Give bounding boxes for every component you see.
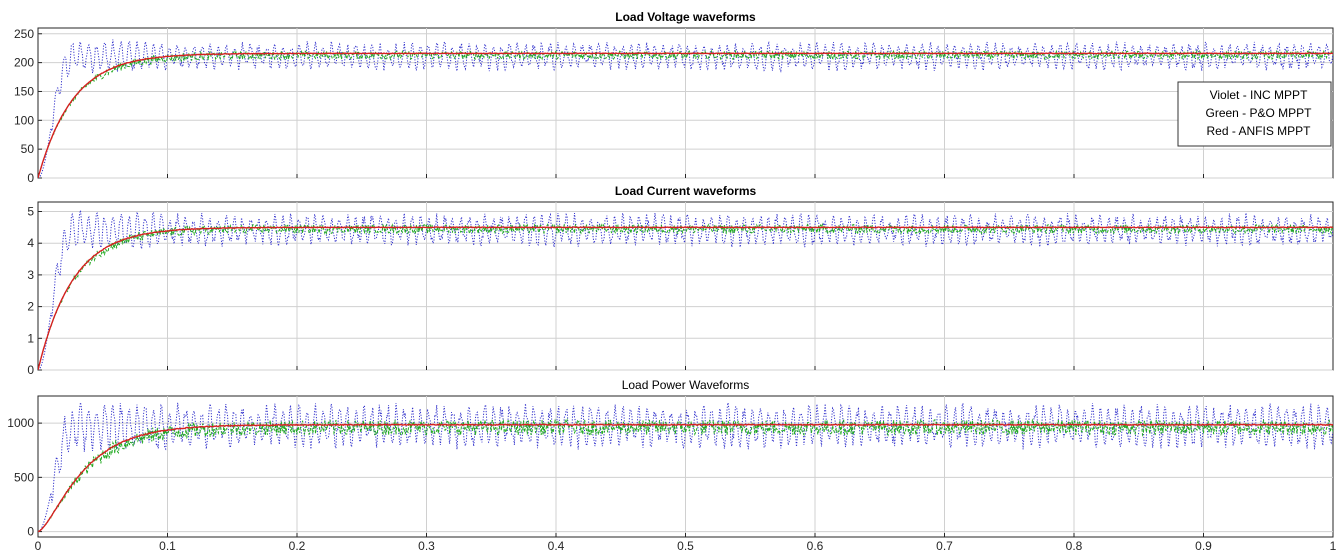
current-y-tick-label: 1 bbox=[27, 331, 34, 345]
legend-box bbox=[1177, 81, 1332, 147]
legend: Violet - INC MPPT Green - P&O MPPT Red - A… bbox=[1177, 81, 1332, 147]
current-y-tick-label: 5 bbox=[27, 205, 34, 219]
voltage-y-tick-label: 50 bbox=[21, 142, 35, 156]
power-series-inc-line bbox=[38, 402, 1333, 533]
voltage-y-tick-label: 150 bbox=[14, 84, 34, 98]
current-y-tick-label: 4 bbox=[27, 236, 34, 250]
current-chart-title: Load Current waveforms bbox=[615, 184, 757, 198]
power-x-tick-label: 0.9 bbox=[1195, 539, 1212, 553]
legend-entry: Red - ANFIS MPPT bbox=[1206, 124, 1311, 138]
power-y-tick-label: 0 bbox=[27, 525, 34, 539]
voltage-y-tick-label: 100 bbox=[14, 113, 34, 127]
power-x-tick-label: 0 bbox=[35, 539, 42, 553]
voltage-chart-title: Load Voltage waveforms bbox=[615, 10, 756, 24]
voltage-series-anfis-line bbox=[38, 52, 1333, 178]
power-x-tick-label: 0.4 bbox=[548, 539, 565, 553]
power-x-tick-label: 0.7 bbox=[936, 539, 953, 553]
power-y-tick-label: 1000 bbox=[7, 416, 34, 430]
voltage-y-tick-label: 250 bbox=[14, 27, 34, 41]
current-y-tick-label: 0 bbox=[27, 363, 34, 377]
power-chart-title: Load Power Waveforms bbox=[622, 378, 750, 392]
power-chart: 0 500 1000 0 0.1 0.2 0.3 0.4 0.5 0.6 0.7 0.8 0.9 1 Loa… bbox=[7, 378, 1336, 553]
current-chart: 0 1 2 3 4 5 Load Current waveforms bbox=[27, 184, 1334, 377]
power-x-tick-label: 0.1 bbox=[159, 539, 176, 553]
power-x-tick-label: 0.3 bbox=[418, 539, 435, 553]
legend-entry: Green - P&O MPPT bbox=[1205, 106, 1312, 120]
power-x-tick-label: 1 bbox=[1330, 539, 1337, 553]
power-series-po-line bbox=[38, 418, 1333, 533]
voltage-y-tick-label: 0 bbox=[27, 171, 34, 185]
power-x-tick-label: 0.8 bbox=[1066, 539, 1083, 553]
power-x-tick-label: 0.2 bbox=[289, 539, 306, 553]
voltage-chart: 0 50 100 150 200 250 Load Voltage waveforms Vio… bbox=[14, 10, 1334, 185]
voltage-y-tick-label: 200 bbox=[14, 56, 34, 70]
voltage-series-po-line bbox=[38, 49, 1333, 178]
power-series-anfis-line bbox=[38, 423, 1333, 533]
power-y-tick-label: 500 bbox=[14, 470, 34, 484]
current-series-anfis-line bbox=[38, 226, 1333, 370]
voltage-series-inc-line bbox=[38, 39, 1333, 178]
legend-entry: Violet - INC MPPT bbox=[1210, 88, 1308, 102]
current-y-tick-label: 3 bbox=[27, 268, 34, 282]
current-y-tick-label: 2 bbox=[27, 300, 34, 314]
power-x-tick-label: 0.5 bbox=[677, 539, 694, 553]
power-x-tick-label: 0.6 bbox=[807, 539, 824, 553]
